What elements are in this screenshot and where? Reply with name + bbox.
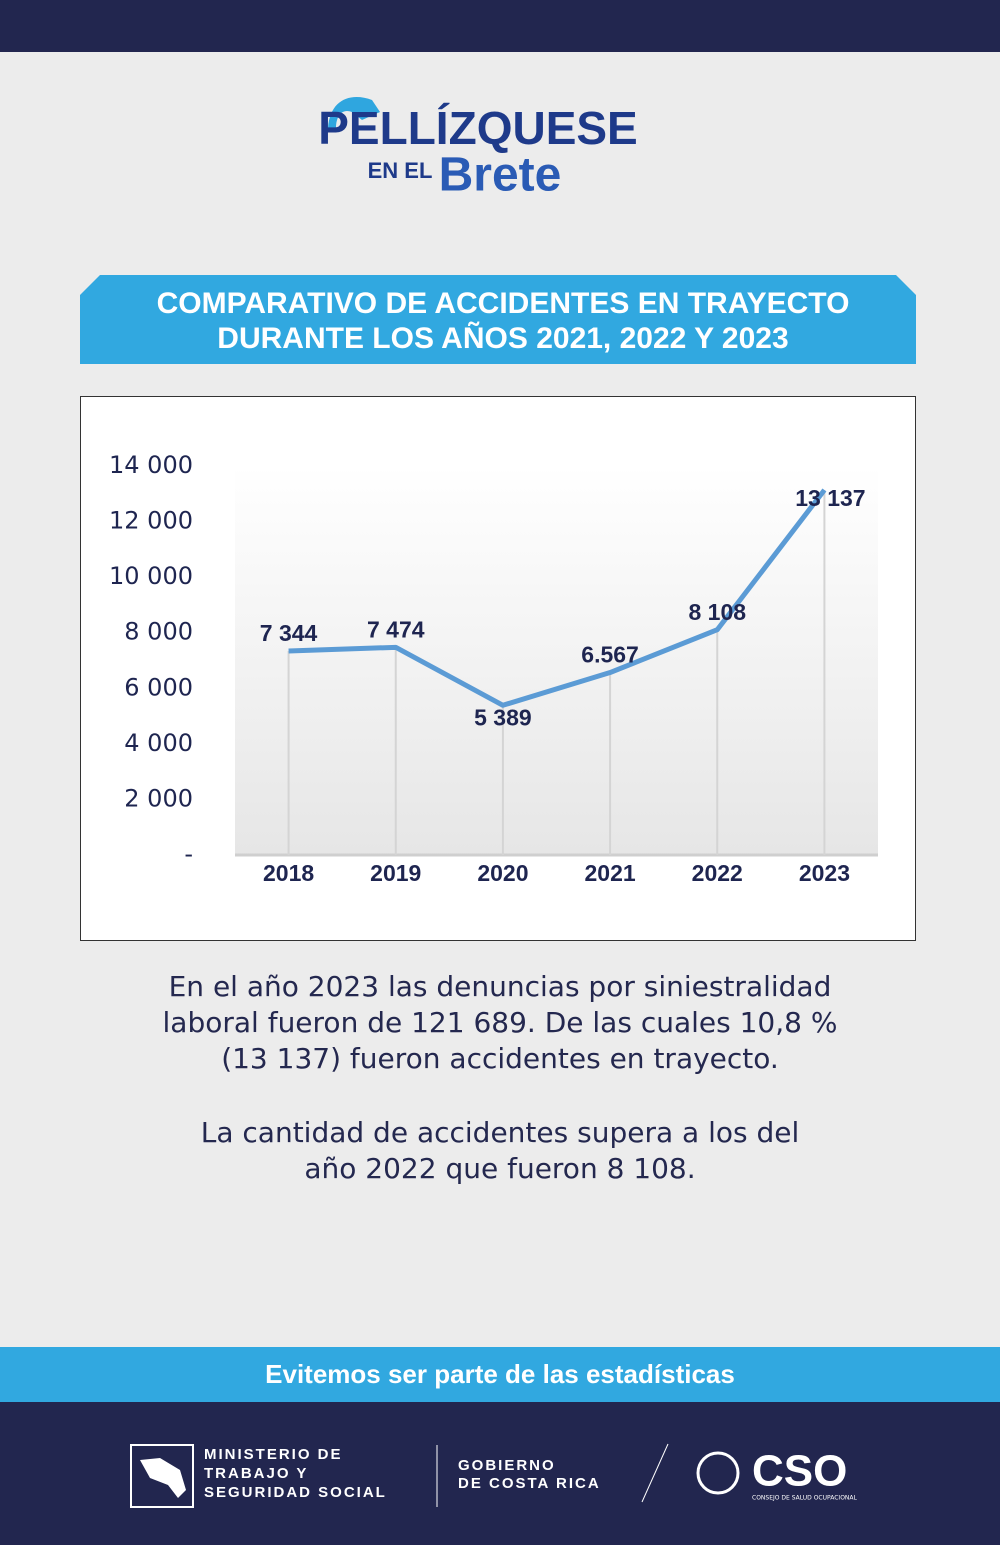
x-tick-label: 2021 — [584, 860, 635, 886]
top-bar — [0, 0, 1000, 52]
x-tick-label: 2020 — [477, 860, 528, 886]
value-label: 7 474 — [367, 616, 425, 642]
cso-name: CONSEJO DE SALUD OCUPACIONAL — [752, 1495, 858, 1502]
x-tick-label: 2018 — [263, 860, 314, 886]
value-label: 6.567 — [581, 642, 639, 668]
slogan-band — [0, 1347, 1000, 1402]
y-tick-label: 10 000 — [109, 562, 193, 590]
ministry-emblem — [130, 1444, 194, 1508]
paragraph-line: laboral fueron de 121 689. De las cuales… — [163, 1006, 838, 1039]
title-banner — [80, 275, 916, 364]
paragraph-line: La cantidad de accidentes supera a los d… — [201, 1116, 800, 1149]
logo-icon — [328, 97, 380, 128]
government-line: DE COSTA RICA — [458, 1475, 601, 1492]
ministry-line: TRABAJO Y — [204, 1465, 308, 1482]
paragraph-line: (13 137) fueron accidentes en trayecto. — [221, 1042, 779, 1075]
map-icon — [140, 1458, 186, 1498]
y-tick-label: 14 000 — [109, 451, 193, 479]
slogan: Evitemos ser parte de las estadísticas — [265, 1359, 735, 1389]
y-tick-label: 6 000 — [124, 673, 193, 701]
cso-logo: CSO — [752, 1447, 847, 1496]
banner-title: COMPARATIVO DE ACCIDENTES EN TRAYECTO — [157, 287, 850, 320]
value-label: 7 344 — [260, 620, 318, 646]
cso-emblem — [696, 1451, 740, 1495]
y-tick-label: 4 000 — [124, 729, 193, 757]
y-tick-label: 8 000 — [124, 618, 193, 646]
value-label: 5 389 — [474, 704, 532, 730]
ministry-line: SEGURIDAD SOCIAL — [204, 1484, 387, 1501]
logo-line1: PELLÍZQUESE — [318, 102, 637, 154]
y-tick-label: - — [184, 840, 193, 868]
x-tick-label: 2022 — [692, 860, 743, 886]
x-tick-label: 2023 — [799, 860, 850, 886]
logo: PELLÍZQUESE EN EL Brete — [318, 97, 638, 202]
value-label: 8 108 — [688, 599, 746, 625]
divider — [641, 1443, 669, 1503]
y-tick-label: 2 000 — [124, 784, 193, 812]
logo-line2b: Brete — [439, 149, 562, 202]
y-tick-label: 12 000 — [109, 507, 193, 535]
logo-line2a: EN EL — [368, 158, 433, 183]
line — [288, 488, 827, 708]
government-line: GOBIERNO — [458, 1457, 556, 1474]
paragraph-line: año 2022 que fueron 8 108. — [304, 1152, 695, 1185]
ministry-line: MINISTERIO DE — [204, 1446, 343, 1463]
chart: - 2 000 4 000 6 000 8 000 10 000 12 000 14 000 2… — [109, 451, 878, 886]
x-tick-label: 2019 — [370, 860, 421, 886]
plot-area — [235, 466, 878, 855]
paragraph-line: En el año 2023 las denuncias por siniest… — [169, 970, 832, 1003]
banner-title: DURANTE LOS AÑOS 2021, 2022 Y 2023 — [217, 321, 788, 355]
value-label: 13 137 — [795, 485, 865, 511]
